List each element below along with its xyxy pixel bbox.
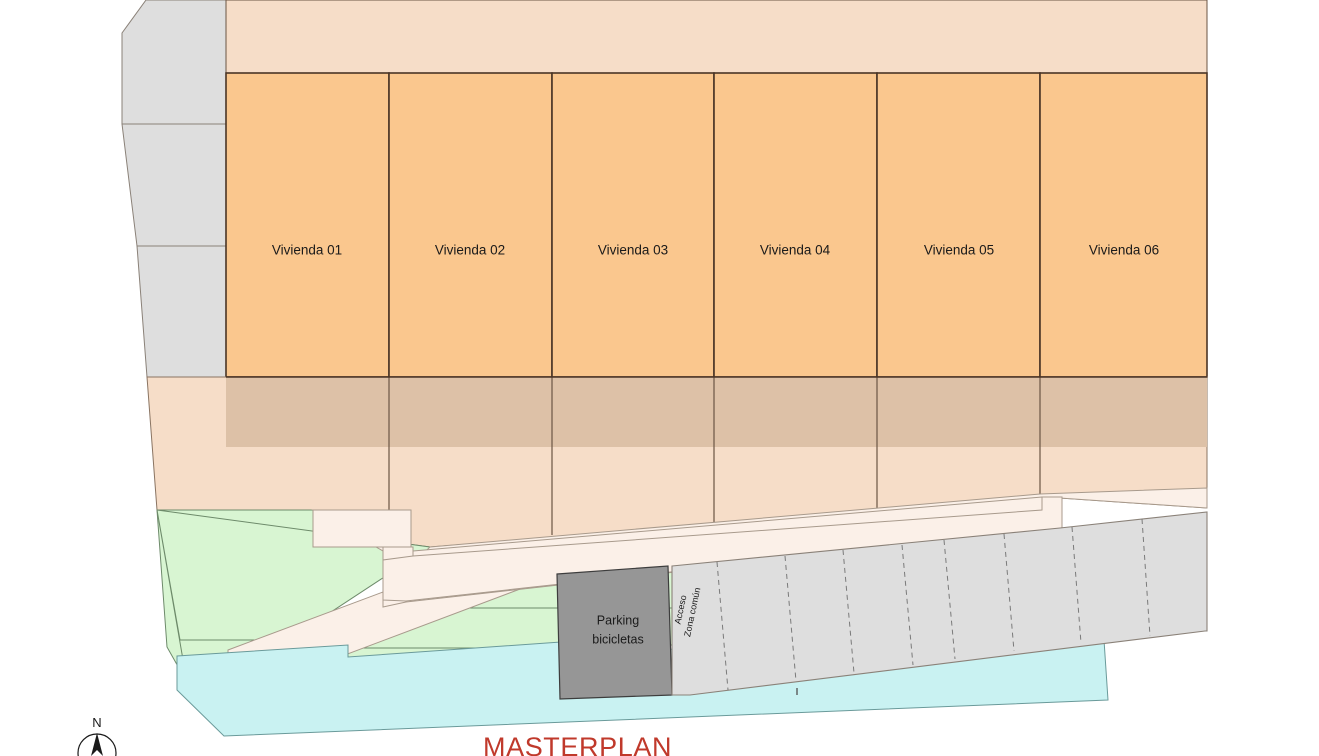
house-block-06[interactable] xyxy=(1039,72,1208,378)
bike-parking-label-line2: bicicletas xyxy=(592,632,643,646)
parking-bay-divider-2 xyxy=(784,555,797,682)
path-step-1 xyxy=(312,509,412,548)
house-blocks xyxy=(225,72,1208,378)
bike-parking-label-line1: Parking xyxy=(597,613,639,627)
gray-plot-1 xyxy=(121,0,227,125)
house-block-04[interactable] xyxy=(713,72,878,378)
house-block-02[interactable] xyxy=(388,72,553,378)
plot-boundary-gray-north xyxy=(121,0,227,378)
covered-terrace-overlay xyxy=(226,377,1207,447)
parking-bay-divider-3 xyxy=(842,549,855,674)
house-label-06: Vivienda 06 xyxy=(1089,243,1159,258)
house-label-03: Vivienda 03 xyxy=(598,243,668,258)
pedestrian-path xyxy=(227,487,1208,700)
house-labels: Vivienda 01 Vivienda 02 Vivienda 03 Vivi… xyxy=(272,243,1159,258)
house-block-03[interactable] xyxy=(551,72,715,378)
house-label-02: Vivienda 02 xyxy=(435,243,505,258)
compass-north-label: N xyxy=(92,715,101,730)
gray-plot-2 xyxy=(121,123,227,247)
page-title: MASTERPLAN xyxy=(483,732,672,756)
compass-needle xyxy=(91,733,103,756)
parking-bay-divider-5 xyxy=(943,539,956,660)
house-block-01[interactable] xyxy=(225,72,390,378)
house-label-01: Vivienda 01 xyxy=(272,243,342,258)
parking-bay-divider-8 xyxy=(1141,518,1151,637)
north-arrow: N xyxy=(77,715,117,756)
gray-plot-3 xyxy=(136,245,227,378)
parking-bay-divider-1 xyxy=(716,561,729,691)
house-label-04: Vivienda 04 xyxy=(760,243,831,258)
parking-bays xyxy=(671,511,1208,696)
bike-parking-label: Parking bicicletas xyxy=(592,613,643,646)
house-label-05: Vivienda 05 xyxy=(924,243,994,258)
house-block-05[interactable] xyxy=(876,72,1041,378)
front-terrace-band xyxy=(225,0,1208,74)
parking-bays-area[interactable] xyxy=(671,511,1208,696)
parking-bay-divider-6 xyxy=(1003,533,1015,652)
parking-bay-divider-7 xyxy=(1071,526,1082,644)
path-long-run xyxy=(382,496,1063,602)
parking-bay-divider-4 xyxy=(901,544,914,666)
front-terrace-strip xyxy=(225,0,1208,74)
rear-terrace-band xyxy=(146,376,1208,548)
